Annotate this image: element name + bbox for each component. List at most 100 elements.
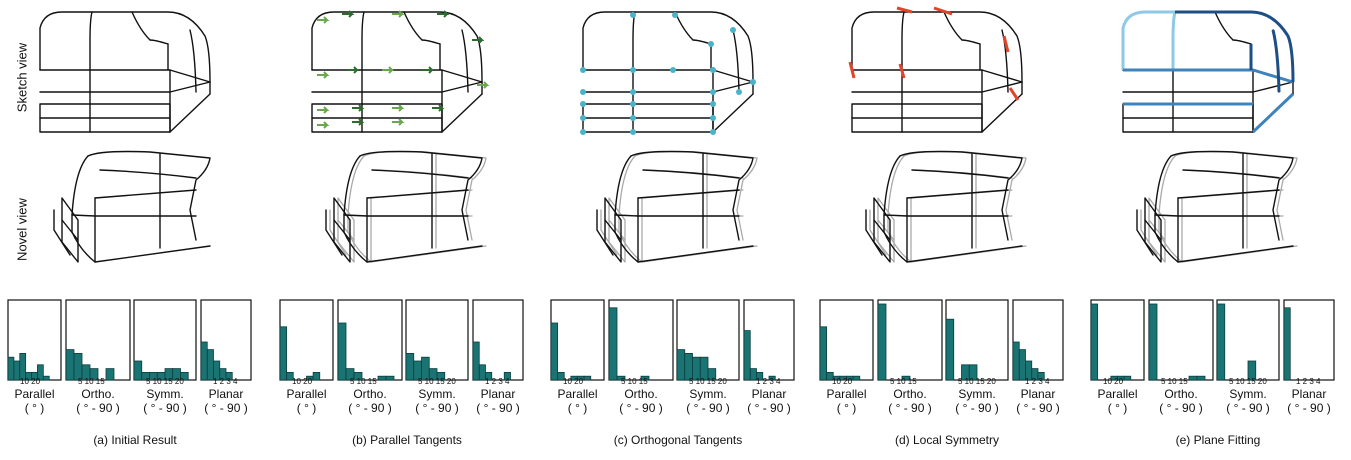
col2-sketch-group (582, 11, 754, 133)
hist-name: Symm. (418, 387, 456, 401)
cyan-dot-15 (580, 115, 586, 121)
col3-hist0-bar-5 (852, 375, 861, 381)
col0-hist3-ticks: 1 2 3 4 (213, 377, 238, 386)
caption-0: (a) Initial Result (93, 433, 177, 447)
col1-hist3-ticks: 1 2 3 4 (485, 377, 510, 386)
col0-hist0-bar-0 (7, 356, 15, 381)
col0-hist3-bar-0 (200, 341, 208, 381)
col0-hist1-ticks: 5 10 15 (78, 377, 105, 386)
hist-unit: ( ° - 90 ) (619, 401, 663, 415)
col1-sketch-group (311, 11, 483, 133)
red-mark-5 (1008, 87, 1020, 101)
caption-3: (d) Local Symmetry (894, 433, 1000, 447)
hist-unit: ( ° ) (1107, 401, 1128, 415)
col3-novel-stroke-3 (873, 197, 891, 263)
col3-sketch-stroke-9 (943, 11, 963, 41)
col1-hist1-bar-0 (337, 322, 347, 381)
col1-novel-ghost-stroke-4 (337, 219, 355, 241)
hist-name: Planar (208, 387, 244, 401)
col0-hist2-label: Symm.( ° - 90 ) (130, 387, 200, 415)
red-mark-4 (1002, 35, 1010, 53)
col3-sketch-group (851, 11, 1023, 133)
col3-hist1-frame (877, 299, 943, 381)
col2-novel-ghost-stroke-3 (608, 197, 626, 263)
hist-name: Planar (1291, 387, 1327, 401)
hist-unit: ( ° - 90 ) (1226, 401, 1270, 415)
red-mark-1 (933, 6, 953, 16)
col2-hist1-bar-1 (616, 375, 626, 381)
col4-hist3-label: Planar( ° - 90 ) (1274, 387, 1344, 415)
col3-hist3-label: Planar( ° - 90 ) (1003, 387, 1073, 415)
col0-sketch-stroke-6 (169, 93, 211, 133)
col0-hist2-frame (133, 299, 197, 381)
col2-hist0-label: Parallel( ° ) (543, 387, 613, 415)
col1-hist0-frame (279, 299, 334, 381)
col4-hist1-bar-6 (1196, 375, 1206, 381)
col3-sketch-stroke-10 (961, 39, 981, 45)
hist-unit: ( ° - 90 ) (204, 401, 248, 415)
col3-novel-ghost-stroke-3 (877, 197, 895, 263)
col2-hist3-bar-4 (768, 375, 776, 381)
col2-hist1-label: Ortho.( ° - 90 ) (606, 387, 676, 415)
hist-name: Symm. (1229, 387, 1267, 401)
hist-name: Parallel (1097, 387, 1138, 401)
hist-name: Ortho. (624, 387, 658, 401)
col1-sketch-stroke-8 (361, 11, 365, 133)
col1-novel-stroke-9 (371, 169, 469, 179)
cyan-dot-18 (580, 129, 586, 135)
red-mark-2 (848, 61, 856, 79)
green-arrow-15 (472, 36, 485, 44)
col4-novel-stroke-5 (1136, 209, 1154, 256)
col4-novel-stroke-2 (1154, 231, 1294, 263)
col3-hist1-label: Ortho.( ° - 90 ) (875, 387, 945, 415)
col1-hist2-ticks: 5 10 15 20 (418, 377, 456, 386)
col1-sketch-stroke-2 (311, 81, 483, 93)
col1-novel-stroke-4 (333, 219, 351, 241)
col0-hist1-bar-1 (73, 352, 83, 381)
cyan-dot-0 (630, 12, 636, 18)
col2-hist0-ticks: 10 20 (563, 377, 584, 386)
col0-hist1-label: Ortho.( ° - 90 ) (63, 387, 133, 415)
col1-sketch-stroke-6 (441, 93, 483, 133)
col2-hist2-ticks: 5 10 15 20 (689, 377, 727, 386)
hist-unit: ( ° - 90 ) (1287, 401, 1331, 415)
col2-hist3-bar-2 (756, 371, 764, 381)
hist-name: Parallel (826, 387, 867, 401)
col1-novel-group (325, 150, 483, 263)
hist-name: Parallel (557, 387, 598, 401)
blue-curve-light (1121, 10, 1177, 70)
col0-hist0-label: Parallel( ° ) (0, 387, 70, 415)
col2-hist2-bar-1 (684, 352, 693, 381)
hist-unit: ( ° - 90 ) (1016, 401, 1060, 415)
col3-sketch-stroke-12 (1001, 29, 1009, 93)
col1-hist1-ticks: 5 10 15 (350, 377, 377, 386)
col2-hist0-bar-5 (583, 375, 592, 381)
col4-sketch-stroke-10 (1232, 39, 1252, 45)
col0-hist0-bar-6 (42, 375, 50, 381)
col3-novel-stroke-9 (911, 169, 1009, 179)
col0-hist2-bar-0 (133, 360, 143, 381)
col0-novel-stroke-2 (71, 231, 211, 263)
col2-hist0-bar-1 (557, 371, 565, 381)
col3-novel-ghost-stroke-0 (903, 150, 1027, 241)
col0-hist1-bar-5 (105, 368, 115, 381)
col3-sketch-stroke-8 (901, 11, 905, 133)
hist-unit: ( ° - 90 ) (1159, 401, 1203, 415)
col2-highlight (580, 12, 756, 135)
green-arrow-4 (317, 71, 330, 79)
col2-hist3-frame (743, 299, 795, 381)
col2-novel-ghost-stroke-0 (634, 150, 758, 241)
col3-novel-ghost-stroke-4 (877, 219, 895, 241)
caption-1: (b) Parallel Tangents (352, 433, 462, 447)
col3-novel-stroke-0 (899, 150, 1023, 241)
blue-curve-mid (1123, 68, 1295, 134)
col0-sketch-stroke-9 (131, 11, 151, 41)
col4-hist0-ticks: 10 20 (1103, 377, 1124, 386)
col3-novel-stroke-8 (883, 214, 908, 217)
col0-sketch-stroke-0 (39, 11, 211, 83)
col4-novel-ghost-stroke-3 (1148, 197, 1166, 263)
cyan-dot-2 (708, 41, 714, 47)
col2-novel-ghost-stroke-5 (600, 209, 618, 256)
col1-sketch-stroke-10 (421, 39, 441, 45)
